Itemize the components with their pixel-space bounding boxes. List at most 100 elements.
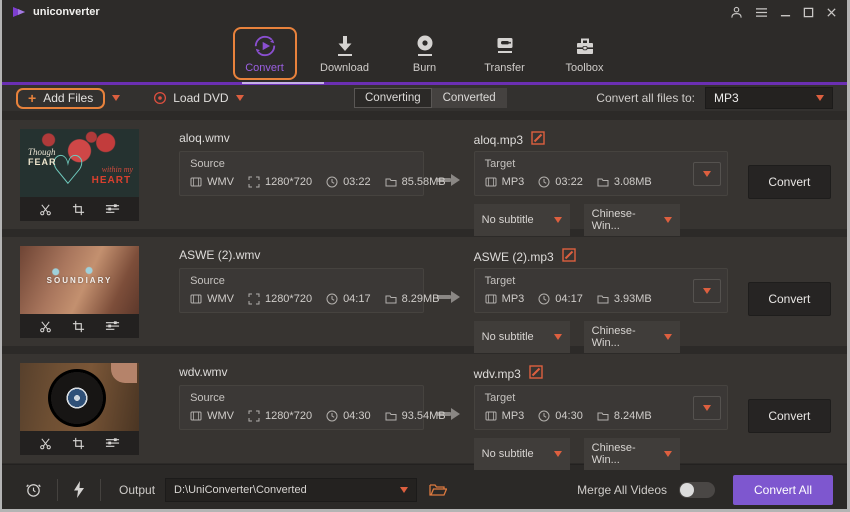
target-filename: wdv.mp3 [473, 367, 521, 381]
tab-download[interactable]: Download [313, 27, 377, 80]
edit-tools [20, 431, 140, 455]
resolution-icon [248, 410, 260, 422]
tab-converting[interactable]: Converting [354, 88, 432, 108]
crop-icon[interactable] [72, 203, 85, 216]
convert-all-button[interactable]: Convert All [733, 474, 833, 505]
trim-icon[interactable] [39, 203, 52, 216]
schedule-icon[interactable] [16, 481, 51, 498]
audio-track-select[interactable]: Chinese-Win... [583, 204, 680, 236]
audio-track-select[interactable]: Chinese-Win... [583, 321, 680, 353]
source-filename: wdv.wmv [179, 365, 228, 379]
divider [57, 478, 58, 501]
burn-icon [417, 35, 432, 56]
vinyl-record-art [48, 369, 106, 427]
target-panel: Target MP3 04:17 3.93MB [473, 268, 728, 313]
subtitle-select[interactable]: No subtitle [473, 204, 570, 236]
convert-button[interactable]: Convert [747, 399, 832, 433]
duration-icon [326, 176, 338, 188]
divider [100, 478, 101, 501]
source-format: WMV [207, 176, 234, 188]
audio-track-value: Chinese-Win... [591, 325, 636, 349]
view-switch: Converting Converted [354, 88, 507, 108]
subtitle-value: No subtitle [481, 448, 534, 460]
tab-toolbox[interactable]: Toolbox [553, 27, 617, 80]
crop-icon[interactable] [72, 320, 85, 333]
rename-icon[interactable] [561, 247, 576, 267]
subtitle-select[interactable]: No subtitle [473, 321, 570, 353]
format-icon [190, 294, 202, 304]
caret-down-icon [663, 217, 672, 223]
caret-down-icon [553, 217, 562, 223]
target-format: MP3 [501, 410, 525, 422]
format-icon [485, 411, 497, 421]
trim-icon[interactable] [39, 437, 52, 450]
target-size: 3.93MB [613, 293, 652, 305]
nav-divider [2, 82, 847, 85]
maximize-button[interactable] [803, 7, 814, 18]
caret-down-icon [702, 288, 711, 294]
subtitle-select[interactable]: No subtitle [473, 438, 570, 470]
video-thumbnail: SOUNDIARY [20, 246, 140, 314]
load-dvd-label: Load DVD [173, 91, 229, 105]
add-files-dropdown[interactable] [105, 95, 127, 101]
open-folder-icon[interactable] [429, 483, 448, 497]
caret-down-icon [663, 451, 672, 457]
size-icon [597, 178, 609, 187]
active-tab-indicator [242, 82, 324, 84]
size-icon [597, 412, 609, 421]
effects-icon[interactable] [105, 437, 120, 449]
effects-icon[interactable] [105, 320, 120, 332]
convert-button[interactable]: Convert [747, 282, 832, 316]
merge-all-videos-toggle[interactable] [679, 481, 715, 498]
target-format-dropdown[interactable] [692, 162, 721, 186]
add-files-label: Add Files [43, 90, 94, 105]
video-thumbnail: ♡ Though FEAR within my HEART [20, 129, 140, 197]
source-duration: 04:30 [343, 410, 371, 422]
output-path-select[interactable]: D:\UniConverter\Converted [165, 477, 418, 502]
source-filename: aloq.wmv [179, 131, 230, 145]
tab-toolbox-label: Toolbox [565, 61, 604, 74]
load-dvd-dropdown[interactable] [229, 95, 251, 101]
target-size: 8.24MB [613, 410, 652, 422]
output-label: Output [119, 482, 156, 497]
file-toolbar: + Add Files Load DVD Converting Converte… [2, 85, 847, 111]
video-thumbnail [20, 363, 140, 431]
target-filename: ASWE (2).mp3 [473, 250, 554, 264]
audio-track-select[interactable]: Chinese-Win... [583, 438, 680, 470]
load-dvd-button[interactable]: Load DVD [153, 91, 229, 105]
minimize-button[interactable] [780, 7, 791, 18]
size-icon [597, 295, 609, 304]
caret-down-icon [112, 95, 121, 101]
tab-transfer[interactable]: Transfer [473, 27, 537, 80]
source-panel-label: Source [190, 392, 225, 404]
target-format-dropdown[interactable] [692, 396, 721, 420]
close-button[interactable] [826, 7, 837, 18]
rename-icon[interactable] [529, 364, 543, 384]
tab-burn-label: Burn [412, 61, 437, 74]
hand-art [111, 363, 138, 383]
target-format-dropdown[interactable] [692, 279, 721, 303]
tab-converted[interactable]: Converted [431, 88, 507, 108]
tab-convert[interactable]: Convert [232, 26, 297, 80]
account-icon[interactable] [730, 6, 743, 19]
source-filename: ASWE (2).wmv [179, 248, 261, 262]
app-logo: uniconverter [12, 6, 100, 18]
edit-tools [20, 197, 140, 221]
tab-convert-label: Convert [245, 61, 284, 74]
trim-icon[interactable] [39, 320, 52, 333]
caret-down-icon [553, 334, 562, 340]
convert-button[interactable]: Convert [747, 165, 832, 199]
crop-icon[interactable] [72, 437, 85, 450]
tab-burn[interactable]: Burn [393, 27, 457, 80]
title-bar: uniconverter [2, 0, 847, 24]
effects-icon[interactable] [105, 203, 120, 215]
output-format-select[interactable]: MP3 [705, 87, 833, 109]
source-size: 85.58MB [401, 176, 446, 188]
rename-icon[interactable] [531, 130, 545, 150]
menu-icon[interactable] [755, 7, 768, 18]
acceleration-icon[interactable] [64, 481, 94, 498]
source-resolution: 1280*720 [264, 410, 313, 422]
add-files-button[interactable]: + Add Files [16, 87, 106, 109]
app-title: uniconverter [33, 6, 100, 18]
source-duration: 03:22 [343, 176, 371, 188]
